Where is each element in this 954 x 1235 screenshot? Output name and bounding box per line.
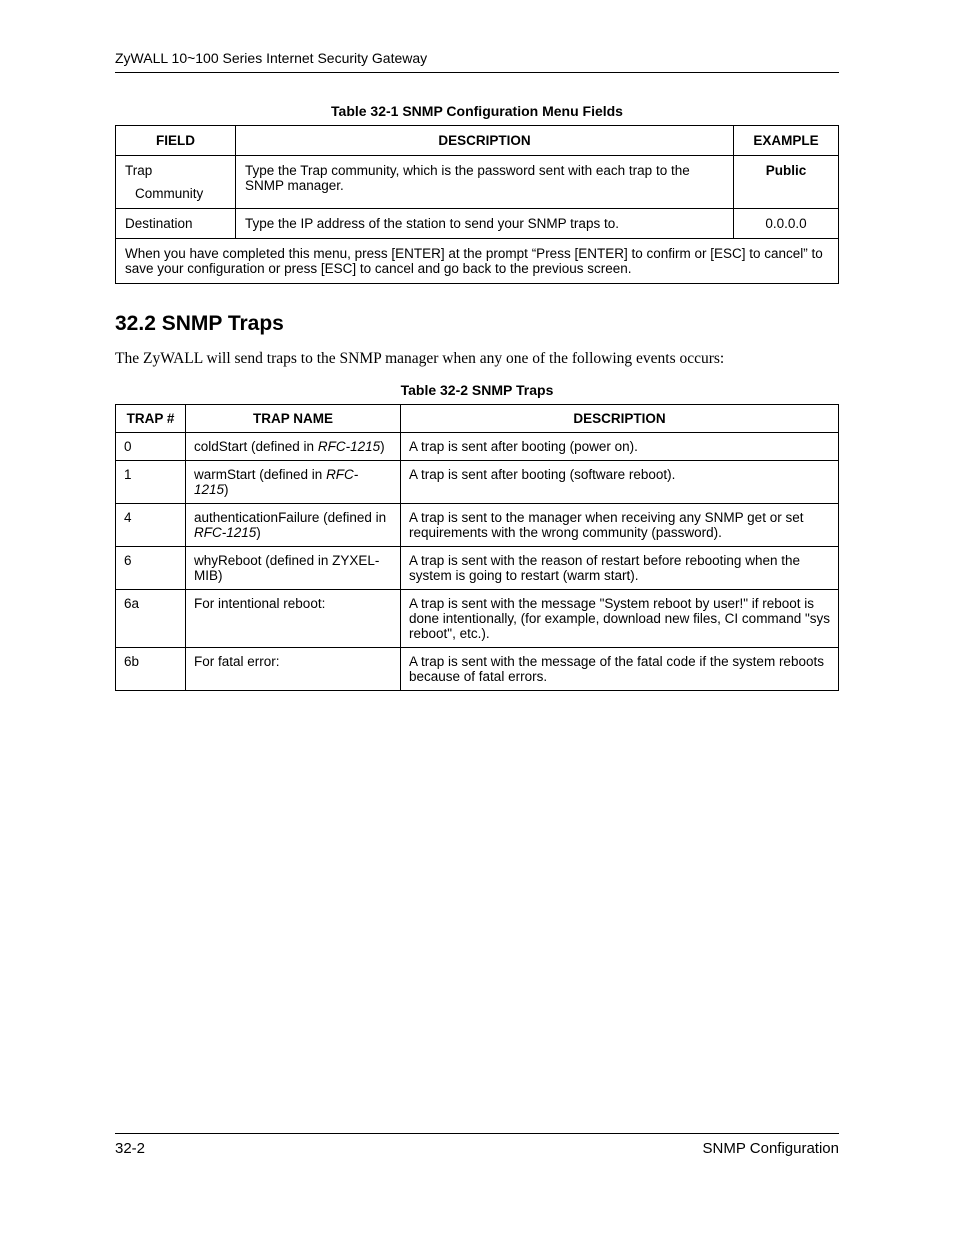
cell-example: 0.0.0.0	[734, 209, 839, 239]
col-example: EXAMPLE	[734, 126, 839, 156]
table-row: 6bFor fatal error:A trap is sent with th…	[116, 648, 839, 691]
cell-trapname: coldStart (defined in RFC-1215)	[186, 433, 401, 461]
cell-trapname: For fatal error:	[186, 648, 401, 691]
col-description: DESCRIPTION	[236, 126, 734, 156]
cell-field: Trap Community	[116, 156, 236, 209]
doc-header: ZyWALL 10~100 Series Internet Security G…	[115, 50, 839, 73]
cell-desc: Type the Trap community, which is the pa…	[236, 156, 734, 209]
table-row: 6aFor intentional reboot:A trap is sent …	[116, 590, 839, 648]
cell-trapname: For intentional reboot:	[186, 590, 401, 648]
table-snmp-traps: TRAP # TRAP NAME DESCRIPTION 0coldStart …	[115, 404, 839, 691]
cell-footnote: When you have completed this menu, press…	[116, 239, 839, 284]
cell-desc: Type the IP address of the station to se…	[236, 209, 734, 239]
cell-trapnum: 6b	[116, 648, 186, 691]
table-row: 0coldStart (defined in RFC-1215)A trap i…	[116, 433, 839, 461]
table-header-row: TRAP # TRAP NAME DESCRIPTION	[116, 405, 839, 433]
table-row: 1warmStart (defined in RFC-1215)A trap i…	[116, 461, 839, 504]
table-row: 6whyReboot (defined in ZYXEL-MIB)A trap …	[116, 547, 839, 590]
cell-text: Trap	[125, 163, 152, 178]
cell-trapnum: 1	[116, 461, 186, 504]
col-description: DESCRIPTION	[401, 405, 839, 433]
cell-trapnum: 6	[116, 547, 186, 590]
col-trapname: TRAP NAME	[186, 405, 401, 433]
cell-example: Public	[734, 156, 839, 209]
table1-caption: Table 32-1 SNMP Configuration Menu Field…	[115, 103, 839, 119]
cell-desc: A trap is sent with the message of the f…	[401, 648, 839, 691]
doc-header-title: ZyWALL 10~100 Series Internet Security G…	[115, 50, 427, 66]
table-row: Trap Community Type the Trap community, …	[116, 156, 839, 209]
section-heading: 32.2 SNMP Traps	[115, 312, 839, 336]
cell-text: Community	[135, 186, 203, 201]
cell-trapname: warmStart (defined in RFC-1215)	[186, 461, 401, 504]
cell-desc: A trap is sent after booting (software r…	[401, 461, 839, 504]
table-footnote-row: When you have completed this menu, press…	[116, 239, 839, 284]
section-intro-text: The ZyWALL will send traps to the SNMP m…	[115, 350, 839, 368]
cell-trapnum: 6a	[116, 590, 186, 648]
cell-trapnum: 4	[116, 504, 186, 547]
footer-section-title: SNMP Configuration	[703, 1140, 839, 1157]
table-row: Destination Type the IP address of the s…	[116, 209, 839, 239]
table2-caption: Table 32-2 SNMP Traps	[115, 382, 839, 398]
document-page: ZyWALL 10~100 Series Internet Security G…	[0, 0, 954, 1235]
cell-desc: A trap is sent with the message "System …	[401, 590, 839, 648]
table-row: 4authenticationFailure (defined in RFC-1…	[116, 504, 839, 547]
cell-desc: A trap is sent after booting (power on).	[401, 433, 839, 461]
col-field: FIELD	[116, 126, 236, 156]
cell-desc: A trap is sent with the reason of restar…	[401, 547, 839, 590]
col-trapnum: TRAP #	[116, 405, 186, 433]
cell-field: Destination	[116, 209, 236, 239]
footer-page-number: 32-2	[115, 1140, 145, 1157]
page-footer: 32-2 SNMP Configuration	[115, 1133, 839, 1157]
cell-desc: A trap is sent to the manager when recei…	[401, 504, 839, 547]
table-header-row: FIELD DESCRIPTION EXAMPLE	[116, 126, 839, 156]
cell-trapname: authenticationFailure (defined in RFC-12…	[186, 504, 401, 547]
cell-trapname: whyReboot (defined in ZYXEL-MIB)	[186, 547, 401, 590]
table-snmp-config-fields: FIELD DESCRIPTION EXAMPLE Trap Community…	[115, 125, 839, 284]
cell-trapnum: 0	[116, 433, 186, 461]
